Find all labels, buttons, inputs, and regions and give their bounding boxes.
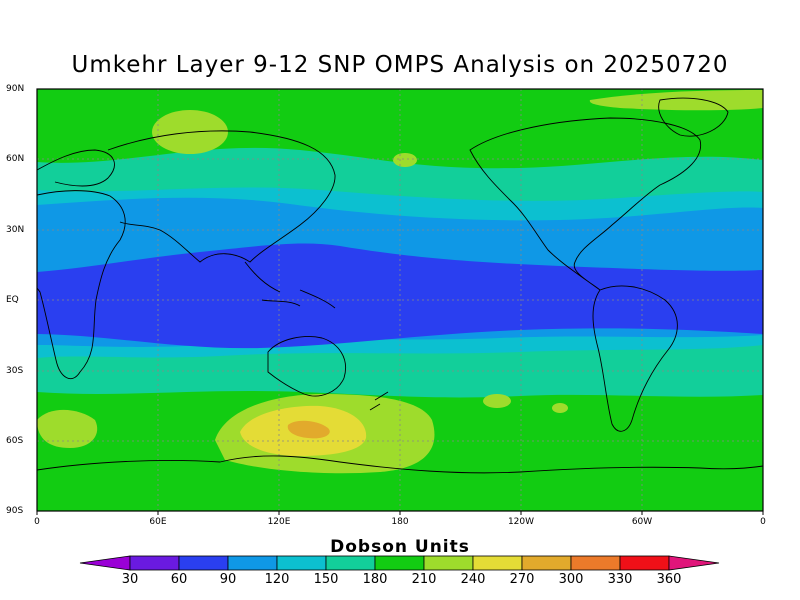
- lat-label-90s: 90S: [6, 506, 24, 516]
- lon-label-120e: 120E: [267, 517, 291, 527]
- colorbar-segment: [423, 555, 474, 571]
- colorbar-label: 150: [313, 572, 339, 587]
- lat-label-30n: 30N: [6, 225, 25, 235]
- colorbar-segment: [276, 555, 327, 571]
- colorbar-label: 60: [170, 572, 188, 587]
- lon-label-120w: 120W: [507, 517, 535, 527]
- colorbar-segment: [227, 555, 278, 571]
- lat-label-60s: 60S: [6, 436, 24, 446]
- map-title: Umkehr Layer 9-12 SNP OMPS Analysis on 2…: [71, 52, 729, 78]
- colorbar-label: 360: [656, 572, 682, 587]
- colorbar-label: 180: [362, 572, 388, 587]
- colorbar-label: 300: [558, 572, 584, 587]
- colorbar-segment: [325, 555, 376, 571]
- colorbar-arrow-high: [668, 555, 720, 571]
- colorbar-label: 30: [121, 572, 139, 587]
- lat-label-30s: 30S: [6, 366, 24, 376]
- colorbar-arrow-low: [79, 555, 131, 571]
- colorbar-segment: [178, 555, 229, 571]
- colorbar-segment: [570, 555, 621, 571]
- lon-label-60e: 60E: [149, 517, 167, 527]
- lat-label-eq: EQ: [6, 295, 19, 305]
- colorbar-label: 90: [219, 572, 237, 587]
- colorbar-title: Dobson Units: [330, 537, 470, 557]
- ozone-field: [37, 89, 763, 511]
- lat-label-90n: 90N: [6, 84, 25, 94]
- colorbar-label: 120: [264, 572, 290, 587]
- lon-label-0-east: 0: [760, 517, 766, 527]
- field-300: [287, 420, 330, 439]
- axis-ticks: [36, 511, 764, 515]
- grid-lines: [37, 89, 763, 511]
- colorbar-segment: [521, 555, 572, 571]
- field-240-small: [393, 153, 417, 167]
- field-240-small3: [552, 403, 568, 413]
- colorbar-label: 330: [607, 572, 633, 587]
- colorbar-segment: [472, 555, 523, 571]
- lon-label-60w: 60W: [631, 517, 653, 527]
- colorbar-label: 210: [411, 572, 437, 587]
- colorbar-segment: [374, 555, 425, 571]
- lat-label-60n: 60N: [6, 154, 25, 164]
- colorbar-label: 240: [460, 572, 486, 587]
- colorbar: [79, 555, 720, 571]
- field-240-sw: [37, 409, 98, 448]
- field-240-small2: [483, 394, 511, 408]
- coastlines: [37, 97, 763, 474]
- lon-label-180: 180: [391, 517, 409, 527]
- lon-label-0: 0: [34, 517, 40, 527]
- colorbar-segment: [619, 555, 670, 571]
- colorbar-label: 270: [509, 572, 535, 587]
- colorbar-segment: [129, 555, 180, 571]
